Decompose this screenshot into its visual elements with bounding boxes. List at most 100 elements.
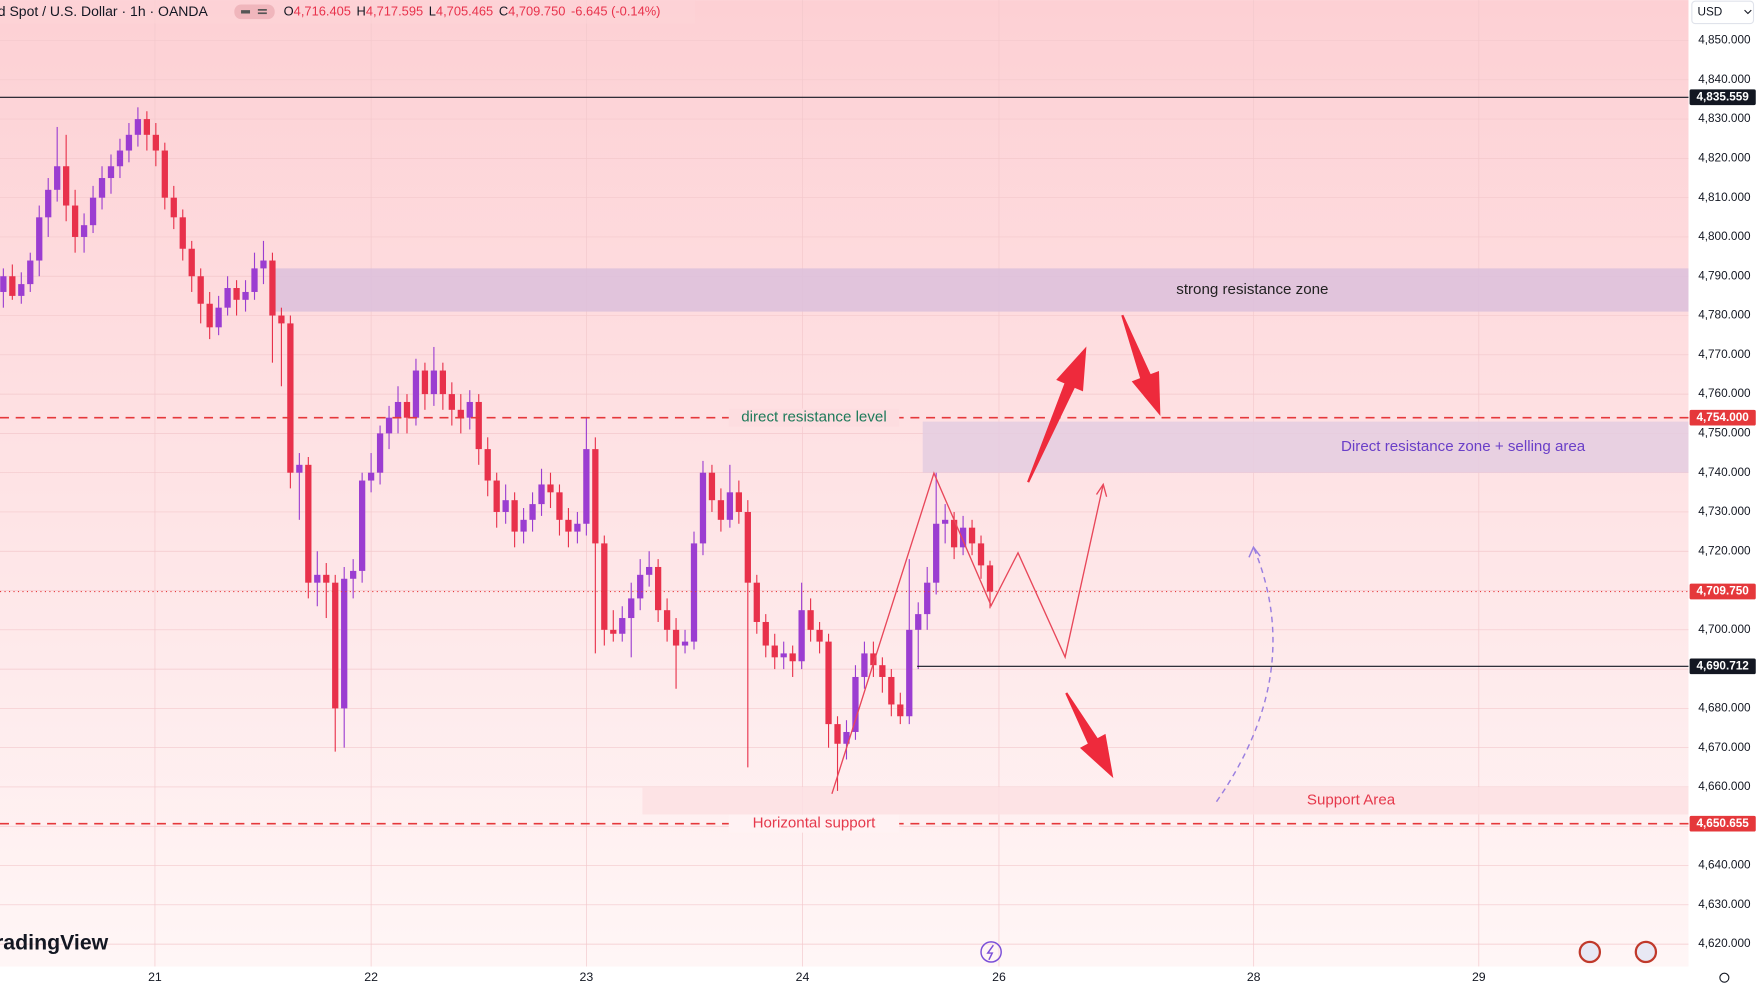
candle-body xyxy=(771,645,778,658)
pill-icon xyxy=(257,9,267,11)
candle-body xyxy=(36,217,43,261)
candle-body xyxy=(744,511,751,583)
candle-body xyxy=(762,621,769,646)
candle-body xyxy=(493,480,500,512)
candle-body xyxy=(735,492,742,512)
settings-icon[interactable] xyxy=(1719,972,1730,983)
x-tick-label: 22 xyxy=(364,970,378,984)
candle-body xyxy=(89,197,97,226)
pill-icon xyxy=(241,10,251,14)
candle-body xyxy=(233,288,240,300)
y-tick-label: 4,720.000 xyxy=(1698,544,1751,557)
bounce-arrowhead xyxy=(1248,545,1261,558)
ohlc-key: C xyxy=(499,4,508,19)
candle-body xyxy=(977,543,985,566)
candle-body xyxy=(107,166,115,179)
zone-label: Direct resistance zone + selling area xyxy=(1341,438,1586,455)
price-tag xyxy=(1689,658,1756,675)
candle-body xyxy=(906,629,913,717)
candle-body xyxy=(663,610,671,630)
level-note-bg xyxy=(728,814,900,833)
candle-body xyxy=(242,291,249,300)
price-tag-label: 4,754.000 xyxy=(1697,411,1750,424)
price-tag xyxy=(1689,409,1756,426)
flag-icon[interactable] xyxy=(1578,940,1602,964)
event-icon[interactable] xyxy=(980,941,1002,963)
candle-body xyxy=(448,394,455,410)
price-tag xyxy=(1689,583,1756,600)
header: d Spot / U.S. Dollar · 1h · OANDA O4,716… xyxy=(0,0,696,24)
candle-body xyxy=(475,401,482,450)
candle-body xyxy=(430,370,438,395)
x-tick-label: 28 xyxy=(1247,970,1261,984)
price-tag xyxy=(1689,89,1756,106)
candle-body xyxy=(968,527,976,544)
price-tag-label: 4,650.655 xyxy=(1697,817,1750,830)
zone xyxy=(642,786,1689,815)
candle-body xyxy=(206,303,213,328)
ohlc-value: 4,705.465 xyxy=(436,4,493,19)
flag-icon[interactable] xyxy=(1634,940,1658,964)
y-tick-label: 4,640.000 xyxy=(1698,859,1751,872)
candle-body xyxy=(825,641,832,725)
y-tick-label: 4,620.000 xyxy=(1698,937,1751,950)
candle-body xyxy=(816,629,823,642)
ohlc-key: H xyxy=(357,4,366,19)
drawings xyxy=(831,314,1274,803)
candle-body xyxy=(538,484,545,505)
candle-body xyxy=(789,653,796,662)
candle-body xyxy=(654,566,662,611)
candle-body xyxy=(861,653,868,677)
time-axis-background xyxy=(0,966,1689,989)
candle-body xyxy=(753,582,760,622)
candle-body xyxy=(179,217,186,249)
candle-body xyxy=(583,449,590,524)
change: -6.645 (-0.14%) xyxy=(571,4,660,19)
candle-body xyxy=(807,610,814,630)
y-tick-label: 4,830.000 xyxy=(1698,112,1751,125)
bounce-curve xyxy=(1215,546,1274,803)
zone-label: strong resistance zone xyxy=(1176,281,1328,298)
y-tick-label: 4,630.000 xyxy=(1698,898,1751,911)
candle-body xyxy=(628,598,635,619)
candle-body xyxy=(502,500,509,512)
brand: TradingView xyxy=(0,931,109,955)
candle-body xyxy=(323,574,330,583)
currency[interactable]: USD xyxy=(1697,6,1722,19)
pill-icon xyxy=(257,12,267,15)
y-tick-label: 4,770.000 xyxy=(1698,348,1751,361)
candle-body xyxy=(394,401,402,418)
candle-body xyxy=(341,578,348,709)
currency-button[interactable] xyxy=(1691,0,1755,25)
candle-body xyxy=(897,704,904,717)
price-tag-label: 4,709.750 xyxy=(1697,585,1750,598)
y-tick-label: 4,700.000 xyxy=(1698,623,1751,636)
candle-body xyxy=(933,523,940,583)
candle-body xyxy=(619,618,626,634)
grid xyxy=(0,0,1689,967)
candle-body xyxy=(161,150,168,198)
candle-body xyxy=(116,150,124,167)
candle-body xyxy=(843,731,850,744)
candle-body xyxy=(879,665,886,677)
projection-arrowhead xyxy=(1095,482,1108,497)
candle-body xyxy=(484,449,491,481)
candle-body xyxy=(556,492,563,520)
candle-body xyxy=(959,527,967,548)
y-tick-label: 4,760.000 xyxy=(1698,387,1751,400)
x-tick-label: 21 xyxy=(148,970,162,984)
candle-body xyxy=(520,519,527,532)
candle-body xyxy=(950,519,958,548)
candle-body xyxy=(565,519,572,532)
y-tick-label: 4,790.000 xyxy=(1698,269,1751,282)
candle-body xyxy=(870,653,877,666)
candle-body xyxy=(358,480,366,571)
symbol: d Spot / U.S. Dollar · 1h · OANDA xyxy=(0,3,208,19)
candle-body xyxy=(143,119,151,135)
level-note: Horizontal support xyxy=(753,815,877,832)
candle-body xyxy=(672,629,680,646)
candle-body xyxy=(376,433,384,473)
candle-body xyxy=(278,315,285,324)
